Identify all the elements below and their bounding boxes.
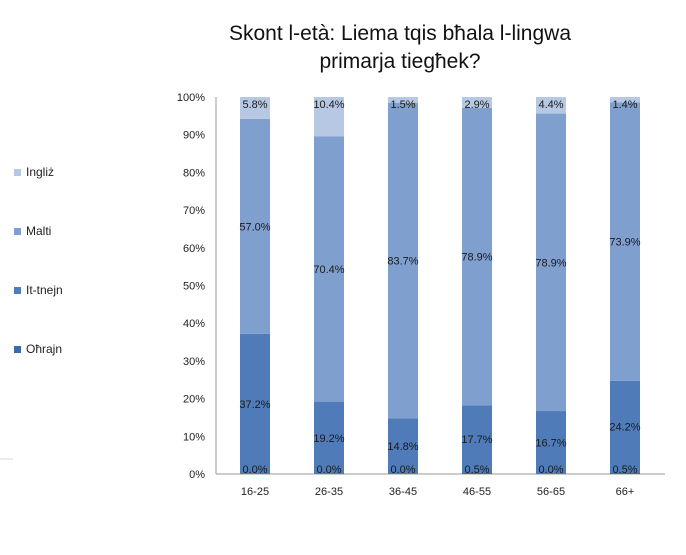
legend-swatch-malti <box>14 227 21 235</box>
data-label: 19.2% <box>313 433 344 445</box>
legend-swatch-it-tnejn <box>14 286 21 294</box>
legend-item-inglis: Ingliż <box>14 165 54 179</box>
y-tick-label: 30% <box>183 356 205 368</box>
data-label: 70.4% <box>313 264 344 276</box>
x-tick-label: 66+ <box>616 486 635 498</box>
data-label: 2.9% <box>464 99 489 111</box>
y-tick-label: 70% <box>183 205 205 217</box>
legend-item-it-tnejn: It-tnejn <box>14 283 63 297</box>
chart-title-line-1: Skont l-età: Liema tqis bħala l-lingwa <box>228 22 571 45</box>
bar-segment <box>314 136 344 402</box>
data-label: 83.7% <box>387 255 418 267</box>
data-label: 1.4% <box>612 99 637 111</box>
bar-segment <box>610 102 640 381</box>
data-label: 17.7% <box>461 434 492 446</box>
x-tick-label: 56-65 <box>537 486 565 498</box>
legend-label-it-tnejn: It-tnejn <box>26 283 63 297</box>
bar-segment <box>314 401 344 474</box>
y-tick-label: 60% <box>183 243 205 255</box>
bar-segment <box>240 333 270 474</box>
data-label: 24.2% <box>609 421 640 433</box>
legend-label-ohrajn: Oħrajn <box>26 342 63 356</box>
bar-segment <box>610 97 640 103</box>
bar-segment <box>462 405 492 473</box>
bar-segment <box>462 472 492 474</box>
y-tick-label: 10% <box>183 431 205 443</box>
chart-title-line-2: primarja tiegħek? <box>319 50 481 73</box>
data-label: 14.8% <box>387 441 418 453</box>
bar-segment <box>462 97 492 108</box>
data-label: 0.0% <box>316 464 341 476</box>
data-label: 16.7% <box>535 438 566 450</box>
legend-item-ohrajn: Oħrajn <box>14 342 62 356</box>
x-tick-label: 16-25 <box>241 486 269 498</box>
bar-segment <box>536 113 566 412</box>
data-label: 0.0% <box>538 464 563 476</box>
legend-swatch-inglis <box>14 168 21 176</box>
data-label: 73.9% <box>609 237 640 249</box>
bar-segment <box>240 97 270 119</box>
y-tick-label: 20% <box>183 394 205 406</box>
bar-segment <box>314 97 344 137</box>
data-label: 10.4% <box>313 99 344 111</box>
x-tick-label: 26-35 <box>315 486 343 498</box>
data-label: 57.0% <box>239 221 270 233</box>
bar-segment <box>240 118 270 334</box>
bar-segment <box>536 411 566 474</box>
bar-segment <box>536 97 566 114</box>
y-tick-label: 0% <box>189 469 205 481</box>
legend-item-malti: Malti <box>14 224 51 238</box>
data-label: 0.0% <box>390 464 415 476</box>
data-label: 0.5% <box>464 464 489 476</box>
legend-swatch-ohrajn <box>14 345 21 353</box>
legend-label-malti: Malti <box>26 224 52 238</box>
bar-segment <box>388 102 418 419</box>
data-label: 37.2% <box>239 399 270 411</box>
x-tick-label: 46-55 <box>463 486 491 498</box>
data-label: 78.9% <box>461 252 492 264</box>
y-tick-label: 100% <box>177 92 205 104</box>
y-tick-label: 90% <box>183 130 205 142</box>
data-label: 78.9% <box>535 257 566 269</box>
bar-segment <box>388 418 418 474</box>
y-tick-label: 50% <box>183 281 205 293</box>
y-tick-label: 40% <box>183 318 205 330</box>
bar-segment <box>610 472 640 474</box>
legend-label-inglis: Ingliż <box>26 165 55 179</box>
y-tick-label: 80% <box>183 167 205 179</box>
bar-segment <box>462 107 492 406</box>
data-label: 4.4% <box>538 99 563 111</box>
data-label: 0.0% <box>242 464 267 476</box>
bar-segment <box>610 380 640 473</box>
bar-segment <box>388 97 418 103</box>
x-tick-label: 36-45 <box>389 486 417 498</box>
data-label: 0.5% <box>612 464 637 476</box>
data-label: 1.5% <box>390 99 415 111</box>
data-label: 5.8% <box>242 99 267 111</box>
